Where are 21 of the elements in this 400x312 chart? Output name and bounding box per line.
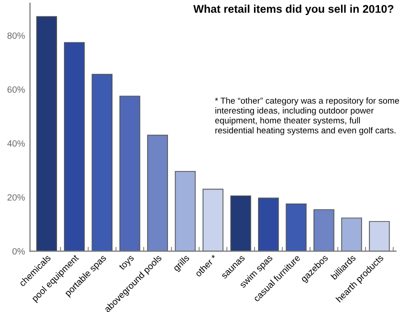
x-tick-label: toys <box>118 254 136 272</box>
y-tick-label: 80% <box>7 32 25 39</box>
bar <box>286 204 307 252</box>
bar <box>119 96 140 252</box>
bar <box>36 16 58 252</box>
bar <box>341 218 362 252</box>
chart-title: What retail items did you sell in 2010? <box>193 4 394 16</box>
bar <box>202 188 224 252</box>
bar <box>368 221 390 252</box>
bar <box>230 195 252 252</box>
y-tick-label: 20% <box>8 194 25 201</box>
y-tick-label: 60% <box>8 86 25 93</box>
bar <box>92 74 112 252</box>
bar <box>258 198 279 252</box>
bar <box>314 209 334 252</box>
bar <box>64 42 85 252</box>
annotation: * The “other” category was a repository for some interesting ideas, including outdoor power equipment, home theater systems, full residential heating systems and even golf carts. <box>214 97 400 136</box>
y-tick-label: 40% <box>7 140 25 147</box>
y-tick-label: 0% <box>12 248 25 255</box>
bar <box>174 170 196 252</box>
bar <box>147 134 168 252</box>
